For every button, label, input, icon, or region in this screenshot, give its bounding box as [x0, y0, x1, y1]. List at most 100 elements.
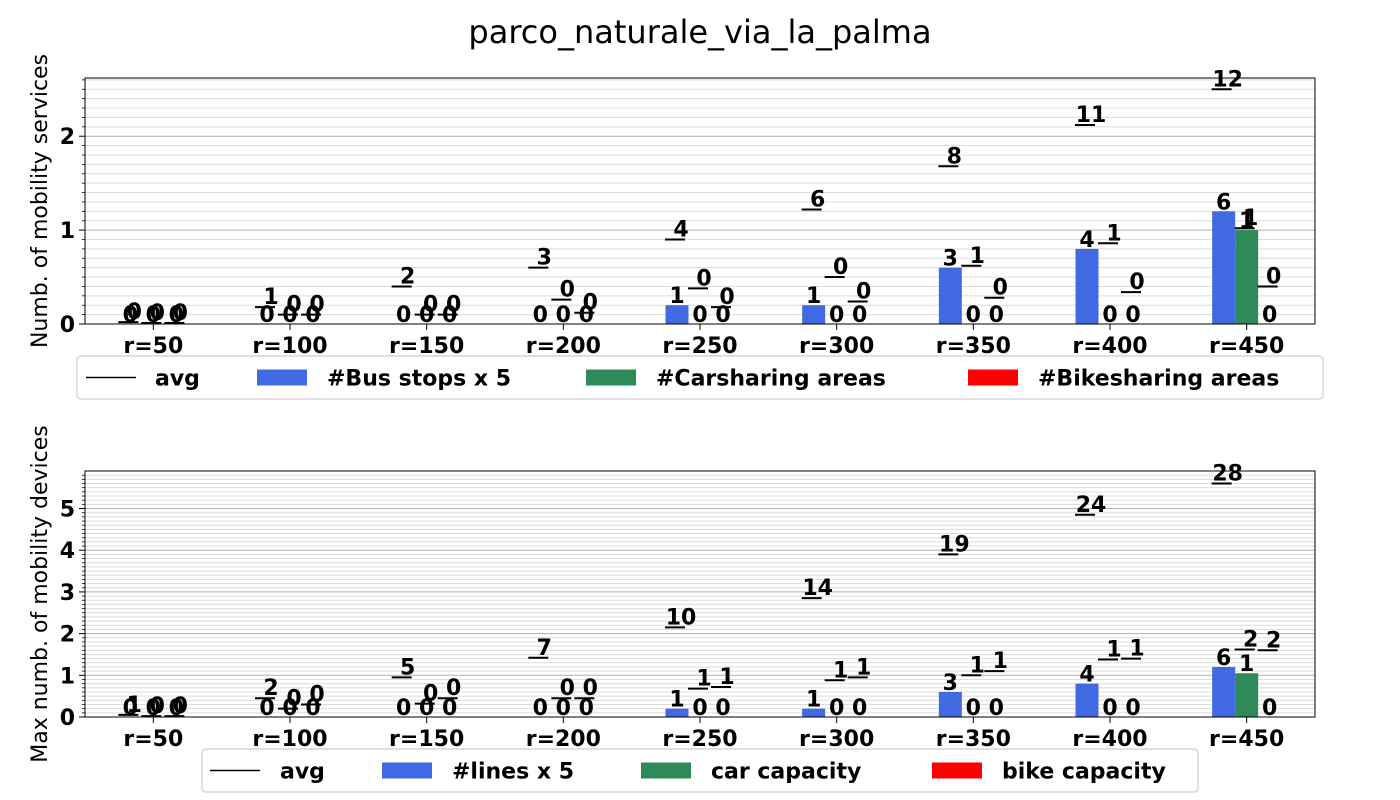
avg-value-label: 0 [446, 293, 461, 318]
y-tick-label: 3 [60, 581, 75, 606]
x-axis: r=50 r=100 r=150 r=200 r=250 r=300 r=350 r=400 r… [123, 717, 1284, 752]
avg-value-label: 0 [423, 682, 438, 707]
x-tick-label: r=150 [389, 727, 464, 752]
avg-value-label: 0 [696, 266, 711, 291]
bar-value-label: 0 [169, 303, 184, 328]
bar-value-label: 0 [396, 696, 411, 721]
x-tick-label: r=300 [799, 727, 874, 752]
avg-value-label: 1 [1243, 206, 1258, 231]
avg-value-label: 0 [560, 278, 575, 303]
avg-value-label: 1 [1106, 221, 1121, 246]
legend-swatch [257, 369, 307, 386]
bar-value-label: 0 [1102, 696, 1117, 721]
bar-value-label: 0 [852, 303, 867, 328]
legend-swatch [382, 762, 432, 779]
legend-label: bike capacity [1002, 760, 1166, 785]
bar-value-label: 1 [669, 688, 684, 713]
bar-value-label: 0 [966, 303, 981, 328]
x-tick-label: r=100 [252, 334, 327, 359]
bar-0 [1075, 248, 1099, 324]
x-tick-label: r=250 [662, 727, 737, 752]
x-tick-label: r=350 [936, 727, 1011, 752]
bar-value-label: 0 [533, 303, 548, 328]
y-axis: 012 [60, 125, 1315, 338]
bar-0 [802, 708, 826, 717]
avg-value-label: 1 [833, 658, 848, 683]
avg-value-label: 2 [1243, 627, 1258, 652]
avg-value-label: 0 [833, 255, 848, 280]
bar-value-label: 0 [715, 696, 730, 721]
bar-value-label: 6 [1216, 646, 1231, 671]
bar-value-label: 0 [852, 696, 867, 721]
avg-value-label: 0 [446, 676, 461, 701]
minor-gridlines [82, 474, 1315, 714]
avg-value-label: 0 [286, 293, 301, 318]
legend-label: #lines x 5 [452, 760, 574, 785]
bar-value-label: 0 [442, 696, 457, 721]
avg-value-label: 0 [150, 301, 165, 326]
legend-swatch [968, 369, 1018, 386]
figure-title: parco_naturale_via_la_palma [468, 13, 931, 51]
avg-value-label: 0 [173, 694, 188, 719]
bar-value-label: 0 [989, 696, 1004, 721]
y-tick-label: 0 [60, 706, 75, 731]
bar-value-label: 0 [1125, 303, 1140, 328]
bar-value-label: 0 [692, 696, 707, 721]
bar-value-label: 1 [1239, 652, 1254, 677]
bar-value-label: 0 [305, 696, 320, 721]
avg-value-label: 2 [263, 676, 278, 701]
y-tick-label: 1 [60, 219, 75, 244]
legend: avg #lines x 5 car capacity bike capacity [201, 748, 1199, 793]
avg-value-label: 1 [1106, 637, 1121, 662]
legend-swatch [586, 369, 636, 386]
bar-value-label: 0 [259, 303, 274, 328]
bar-value-label: 0 [1262, 696, 1277, 721]
bar-value-label: 0 [829, 696, 844, 721]
avg-value-label: 14 [802, 576, 833, 601]
bar-0 [665, 708, 689, 717]
bar-value-label: 0 [169, 696, 184, 721]
bar-value-label: 1 [806, 688, 821, 713]
bar-value-label: 4 [1079, 663, 1094, 688]
legend-label: #Bikesharing areas [1038, 367, 1279, 392]
legend-label: avg [155, 367, 200, 392]
bar-value-label: 6 [1216, 190, 1231, 215]
bar-value-label: 0 [579, 303, 594, 328]
avg-value-label: 0 [719, 285, 734, 310]
y-tick-label: 1 [60, 664, 75, 689]
bar-value-label: 0 [966, 696, 981, 721]
bar-value-label: 0 [989, 303, 1004, 328]
bar-value-label: 0 [579, 696, 594, 721]
avg-value-label: 0 [286, 687, 301, 712]
bar-value-label: 0 [146, 303, 161, 328]
avg-value-label: 3 [537, 246, 552, 271]
avg-value-label: 11 [1076, 103, 1107, 128]
legend-swatch [641, 762, 691, 779]
avg-value-label: 0 [583, 676, 598, 701]
bar-value-label: 0 [259, 696, 274, 721]
x-tick-label: r=50 [123, 334, 183, 359]
bar-value-label: 0 [146, 696, 161, 721]
bar-value-label: 4 [1079, 228, 1094, 253]
avg-value-label: 0 [560, 676, 575, 701]
avg-value-label: 0 [309, 682, 324, 707]
x-tick-label: r=250 [662, 334, 737, 359]
y-tick-label: 4 [60, 539, 75, 564]
y-axis-label: Max numb. of mobility devices [28, 425, 53, 763]
legend: avg #Bus stops x 5 #Carsharing areas #Bikes… [76, 355, 1324, 400]
avg-value-label: 28 [1212, 462, 1243, 487]
avg-value-label: 1 [719, 665, 734, 690]
bar-0 [1212, 211, 1236, 324]
bar-1 [1235, 230, 1259, 324]
x-tick-label: r=400 [1072, 727, 1147, 752]
legend-swatch [932, 762, 982, 779]
bar-value-label: 3 [943, 671, 958, 696]
bar-value-label: 1 [806, 284, 821, 309]
